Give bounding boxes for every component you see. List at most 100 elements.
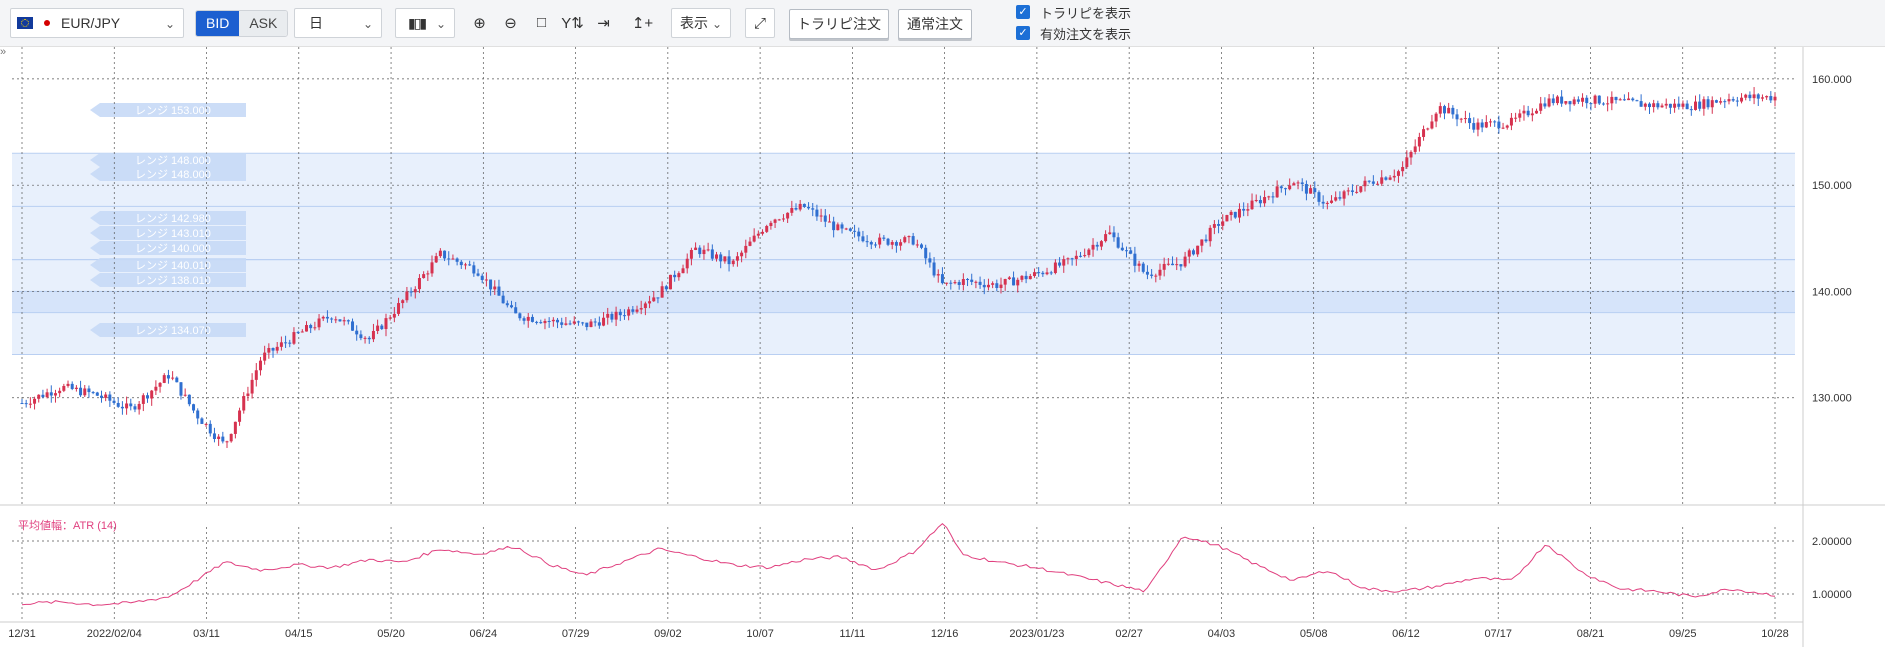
candle-body — [208, 423, 212, 434]
candle-body — [1756, 94, 1760, 99]
candle-body — [815, 209, 819, 217]
candle-body — [41, 394, 45, 398]
candle-body — [1166, 263, 1170, 265]
show-traripi-checkbox[interactable]: ✓ トラリピを表示 — [1016, 3, 1131, 21]
range-label[interactable]: レンジ 153.000 — [90, 103, 246, 117]
period-selector[interactable]: 日 ⌄ — [294, 8, 382, 38]
fit-icon[interactable]: □ — [536, 14, 547, 31]
candle-body — [740, 252, 744, 257]
candle-body — [618, 311, 622, 316]
display-menu[interactable]: 表示 ⌄ — [671, 8, 731, 38]
candle-body — [1083, 255, 1087, 257]
candle-body — [179, 382, 183, 396]
range-label-text: レンジ 140.000 — [135, 243, 211, 255]
candle-body — [832, 221, 836, 231]
candle-body — [1321, 201, 1325, 204]
candle-body — [275, 346, 279, 351]
range-label[interactable]: レンジ 148.000 — [90, 167, 246, 181]
candle-body — [1359, 186, 1363, 192]
range-label[interactable]: レンジ 143.010 — [90, 226, 246, 240]
range-label[interactable]: レンジ 140.000 — [90, 241, 246, 255]
candle-body — [1622, 99, 1626, 101]
candle-body — [765, 226, 769, 232]
candle-body — [643, 303, 647, 309]
candle-body — [405, 291, 409, 301]
candle-body — [1489, 121, 1493, 123]
y-scale-icon[interactable]: Y⇅ — [561, 14, 584, 32]
candle-body — [1773, 96, 1777, 101]
candle-body — [1698, 101, 1702, 109]
candle-body — [116, 402, 120, 407]
candle-body — [1032, 272, 1036, 277]
zoom-in-icon[interactable]: ⊕ — [473, 14, 486, 32]
side-panel-toggle-icon[interactable]: » — [0, 46, 7, 58]
range-label[interactable]: レンジ 138.010 — [90, 273, 246, 287]
candle-body — [1133, 253, 1137, 266]
chevron-down-icon: ⌄ — [435, 17, 446, 31]
candle-body — [790, 207, 794, 213]
symbol-selector[interactable]: EUR/JPY ⌄ — [10, 8, 184, 38]
candle-body — [233, 421, 237, 434]
range-label[interactable]: レンジ 134.070 — [90, 323, 246, 337]
candle-body — [296, 332, 300, 334]
candle-body — [292, 332, 296, 344]
scroll-right-icon[interactable]: ⇥ — [597, 14, 610, 32]
candle-body — [221, 436, 225, 442]
candle-body — [1104, 234, 1108, 242]
candle-body — [1723, 101, 1727, 103]
candle-body — [1024, 275, 1028, 280]
candle-body — [104, 394, 108, 398]
chart-area[interactable]: レンジ 153.000 レンジ 148.000 レンジ 148.000 レンジ 142… — [0, 47, 1885, 647]
candle-body — [1179, 264, 1183, 267]
candle-body — [1681, 103, 1685, 107]
range-band-inner — [12, 291, 1795, 313]
candle-body — [819, 215, 823, 217]
candle-body — [49, 392, 53, 396]
bid-button[interactable]: BID — [196, 11, 240, 36]
atr-y-tick-label: 2.00000 — [1812, 536, 1852, 548]
candle-body — [1560, 96, 1564, 104]
x-tick-label: 12/16 — [931, 628, 959, 640]
candle-body — [246, 393, 250, 397]
candle-body — [853, 230, 857, 232]
x-tick-label: 04/15 — [285, 628, 313, 640]
traripi-order-button[interactable]: トラリピ注文 — [789, 9, 889, 39]
range-label-text: レンジ 134.070 — [135, 325, 211, 337]
candle-body — [171, 377, 175, 379]
candle-body — [1263, 197, 1267, 204]
show-traripi-label: トラリピを表示 — [1040, 5, 1132, 21]
range-label[interactable]: レンジ 140.010 — [90, 258, 246, 272]
ask-button[interactable]: ASK — [239, 11, 288, 36]
x-tick-label: 06/12 — [1392, 628, 1420, 640]
candle-body — [1225, 215, 1229, 222]
candle-body — [426, 273, 430, 275]
candle-body — [756, 233, 760, 236]
candle-body — [886, 238, 890, 245]
zoom-out-icon[interactable]: ⊖ — [504, 14, 517, 32]
indicator-icon[interactable]: ↥+ — [631, 14, 654, 32]
candle-body — [346, 320, 350, 322]
range-label[interactable]: レンジ 148.000 — [90, 153, 246, 167]
checkbox-checked-icon: ✓ — [1016, 5, 1030, 19]
candle-body — [1171, 263, 1175, 266]
normal-order-button[interactable]: 通常注文 — [898, 9, 972, 39]
candle-body — [380, 325, 384, 330]
expand-icon[interactable]: ⤢ — [745, 8, 775, 38]
candle-body — [1070, 258, 1074, 260]
candle-body — [1413, 146, 1417, 152]
candle-body — [463, 264, 467, 266]
candle-body — [660, 286, 664, 298]
candle-body — [367, 337, 371, 340]
chart-type-selector[interactable]: ▮▯▮ ⌄ — [395, 8, 455, 38]
show-active-orders-checkbox[interactable]: ✓ 有効注文を表示 — [1016, 24, 1131, 42]
candle-body — [1685, 103, 1689, 110]
candle-body — [940, 274, 944, 284]
candle-body — [371, 330, 375, 340]
candle-body — [748, 241, 752, 246]
candle-body — [1660, 105, 1664, 108]
range-label[interactable]: レンジ 142.980 — [90, 211, 246, 225]
candle-body — [1346, 190, 1350, 192]
candle-body — [451, 258, 455, 260]
candle-body — [1120, 247, 1124, 251]
x-tick-label: 05/08 — [1300, 628, 1328, 640]
